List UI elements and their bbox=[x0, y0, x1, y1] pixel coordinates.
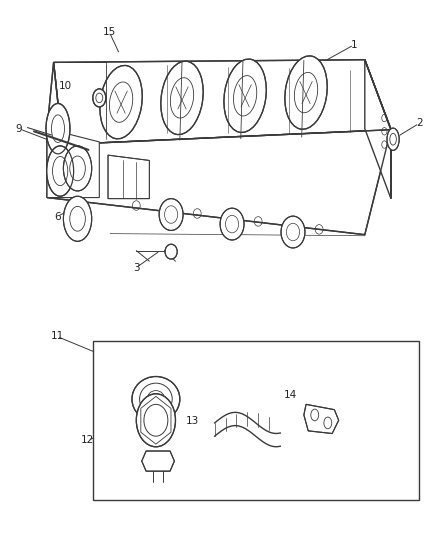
Ellipse shape bbox=[224, 59, 266, 132]
Ellipse shape bbox=[93, 89, 106, 107]
Polygon shape bbox=[47, 128, 99, 198]
Ellipse shape bbox=[161, 61, 203, 134]
Text: 10: 10 bbox=[59, 81, 72, 91]
Text: 15: 15 bbox=[102, 27, 116, 37]
Polygon shape bbox=[304, 405, 339, 433]
Polygon shape bbox=[365, 60, 391, 199]
Polygon shape bbox=[108, 155, 149, 199]
Text: 12: 12 bbox=[81, 435, 94, 446]
Polygon shape bbox=[47, 62, 62, 198]
Ellipse shape bbox=[136, 394, 176, 447]
Polygon shape bbox=[53, 60, 391, 144]
Text: 2: 2 bbox=[416, 118, 423, 128]
Ellipse shape bbox=[64, 196, 92, 241]
Text: 14: 14 bbox=[284, 390, 297, 400]
Text: 11: 11 bbox=[50, 332, 64, 342]
Ellipse shape bbox=[281, 216, 305, 248]
Ellipse shape bbox=[64, 146, 92, 191]
Text: 9: 9 bbox=[15, 124, 22, 134]
Ellipse shape bbox=[285, 56, 327, 130]
Polygon shape bbox=[142, 451, 174, 471]
Polygon shape bbox=[47, 130, 391, 235]
Ellipse shape bbox=[132, 376, 180, 422]
Ellipse shape bbox=[387, 128, 399, 150]
Text: 1: 1 bbox=[350, 40, 357, 50]
Ellipse shape bbox=[165, 244, 177, 259]
Ellipse shape bbox=[47, 146, 74, 196]
Ellipse shape bbox=[46, 103, 70, 154]
Ellipse shape bbox=[159, 199, 183, 230]
Text: 6: 6 bbox=[54, 212, 60, 222]
Ellipse shape bbox=[100, 66, 142, 139]
Ellipse shape bbox=[220, 208, 244, 240]
Text: 3: 3 bbox=[133, 263, 140, 272]
Text: 13: 13 bbox=[185, 416, 199, 426]
Bar bbox=[93, 341, 419, 500]
